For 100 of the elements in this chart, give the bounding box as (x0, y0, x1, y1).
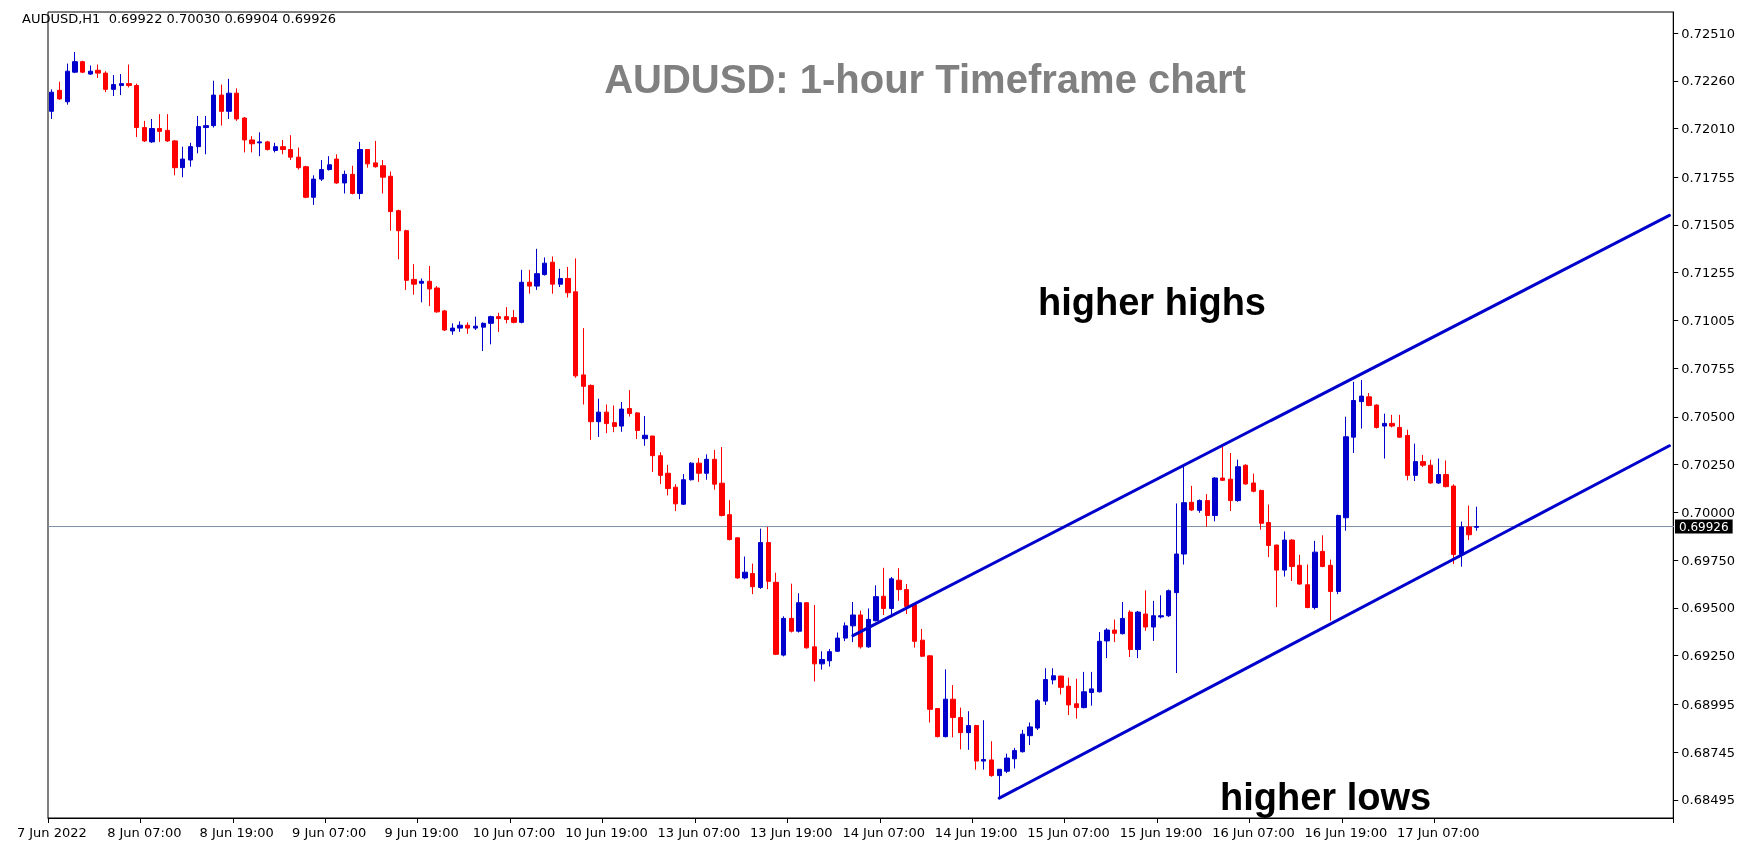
candlestick (1097, 631, 1102, 694)
candlestick (766, 526, 771, 590)
candlestick (434, 285, 440, 314)
candlestick (658, 451, 663, 485)
candlestick (165, 113, 170, 143)
candlestick (612, 404, 617, 433)
candlestick (57, 81, 62, 101)
candlestick (234, 87, 239, 122)
candlestick (450, 322, 455, 336)
y-tick-label: 0.69250 (1681, 648, 1736, 664)
y-tick-label: 0.72010 (1681, 121, 1736, 137)
candlestick (1043, 667, 1048, 706)
candlestick (1289, 538, 1295, 582)
candlestick (180, 146, 185, 178)
candlestick (642, 415, 648, 447)
candlestick (719, 446, 725, 517)
candlestick (1336, 514, 1341, 595)
candlestick (504, 306, 509, 324)
candlestick (1282, 531, 1287, 578)
candlestick (288, 134, 293, 161)
x-tick-label: 16 Jun 19:00 (1304, 825, 1388, 840)
candlestick (142, 120, 147, 143)
candlestick (727, 499, 732, 541)
candlestick (943, 668, 948, 738)
y-tick-label: 0.69750 (1681, 552, 1736, 568)
candlestick (689, 461, 694, 482)
candlestick (1320, 534, 1325, 568)
candlestick (1220, 445, 1225, 482)
y-tick-label: 0.71505 (1681, 217, 1736, 233)
candlestick (427, 265, 432, 307)
candlestick (95, 64, 101, 79)
candlestick (473, 316, 478, 331)
candlestick (188, 142, 193, 168)
candlestick (1359, 379, 1364, 430)
candlestick (211, 80, 216, 129)
candlestick (1104, 627, 1110, 659)
candlestick (650, 435, 655, 473)
y-tick-label: 0.70000 (1681, 504, 1736, 520)
candlestick (958, 707, 963, 750)
y-tick-label: 0.69500 (1681, 600, 1736, 616)
candlestick (542, 256, 547, 277)
candlestick (72, 51, 78, 74)
candlestick (974, 724, 979, 771)
candlestick (1212, 476, 1218, 522)
candlestick (735, 536, 740, 580)
candlestick (519, 269, 524, 324)
candlestick (881, 567, 886, 616)
candlestick (750, 563, 755, 595)
x-tick-label: 13 Jun 19:00 (750, 825, 833, 840)
candlestick (604, 404, 609, 434)
candlestick (742, 556, 748, 580)
candlestick (1382, 413, 1387, 460)
candlestick (226, 78, 232, 120)
candlestick (126, 64, 132, 88)
candlestick (1151, 600, 1156, 642)
candlestick (1420, 454, 1426, 468)
candlestick (1343, 416, 1349, 532)
candlestick (534, 248, 540, 291)
candlestick (981, 719, 986, 771)
y-tick-label: 0.68745 (1681, 744, 1736, 760)
candlestick (550, 255, 555, 295)
candlestick (411, 263, 417, 296)
candlestick (581, 327, 586, 405)
candlestick (219, 84, 224, 127)
candlestick (1112, 619, 1117, 643)
candlestick (1205, 493, 1210, 528)
candlestick (1366, 392, 1372, 407)
x-tick-label: 15 Jun 19:00 (1119, 825, 1203, 840)
candlestick (350, 165, 355, 195)
candlestick (1312, 540, 1318, 610)
annotation: higher highs (1038, 281, 1266, 323)
candlestick (357, 141, 363, 200)
candlestick (396, 209, 401, 260)
candlestick (1274, 544, 1279, 608)
candlestick (843, 621, 848, 642)
candlestick (149, 118, 155, 144)
candlestick (203, 115, 209, 155)
candlestick (1035, 698, 1040, 731)
candlestick (920, 628, 925, 658)
candlestick (488, 315, 494, 345)
candlestick (1397, 414, 1402, 439)
candlestick (88, 64, 93, 76)
candlestick (1051, 667, 1056, 685)
y-tick-label: 0.71005 (1681, 312, 1736, 328)
candlestick (1058, 675, 1064, 695)
candlestick (588, 383, 594, 441)
candlestick (1158, 594, 1164, 619)
candlestick (311, 174, 316, 206)
candlestick (373, 140, 378, 169)
x-tick-label: 10 Jun 19:00 (565, 825, 648, 840)
candlestick (527, 269, 532, 295)
y-tick-label: 0.68995 (1681, 696, 1736, 712)
candlestick (134, 83, 139, 138)
y-tick-label: 0.72510 (1681, 25, 1736, 41)
candlestick (681, 473, 686, 506)
candlestick (927, 654, 933, 723)
y-tick-label: 0.70500 (1681, 409, 1736, 425)
candlestick (1451, 483, 1456, 565)
candlestick (904, 583, 909, 615)
candlestick (1405, 429, 1410, 481)
